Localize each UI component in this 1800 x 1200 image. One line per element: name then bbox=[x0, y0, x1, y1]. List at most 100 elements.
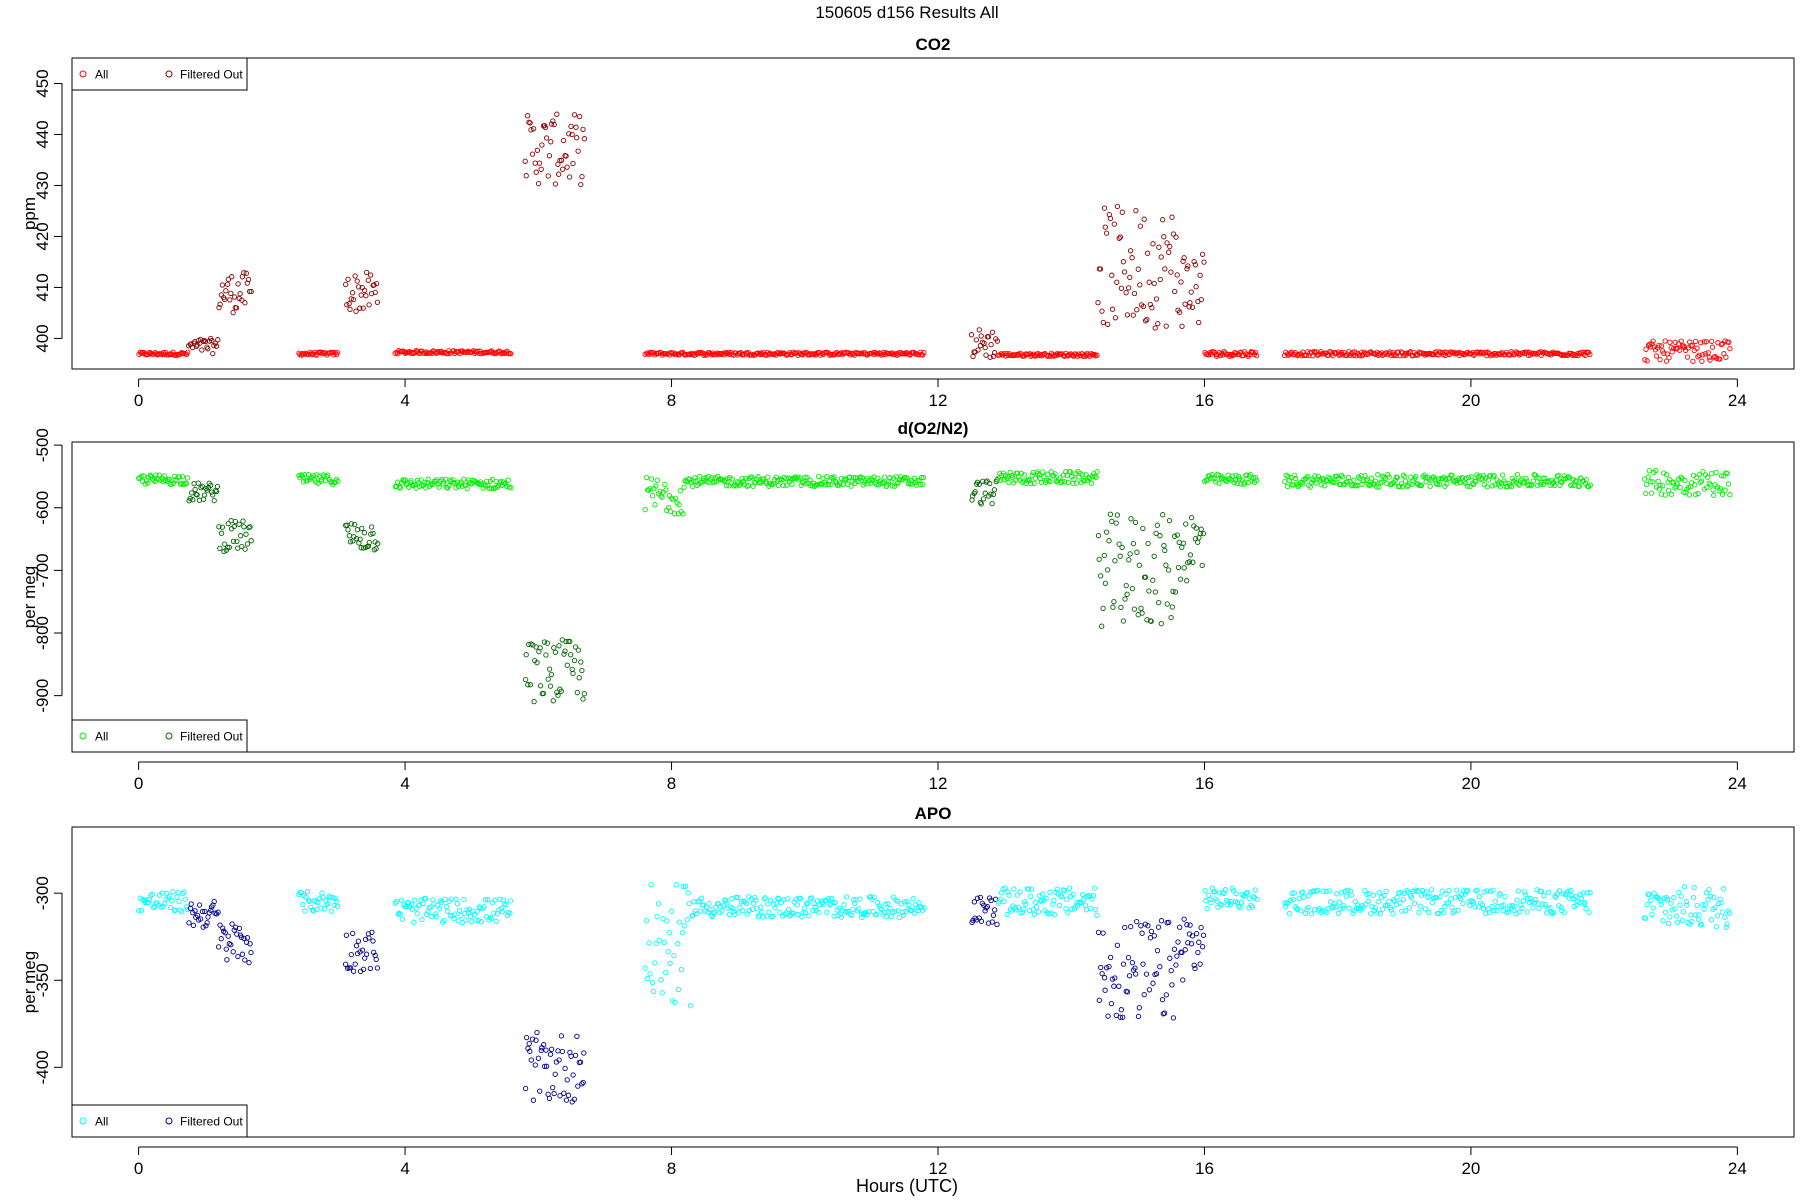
point-all bbox=[1710, 487, 1716, 493]
point-filtered-out bbox=[1157, 533, 1163, 539]
point-filtered-out bbox=[1184, 266, 1190, 272]
point-filtered-out bbox=[581, 1050, 587, 1056]
point-all bbox=[1253, 353, 1260, 359]
point-all bbox=[1434, 481, 1441, 488]
point-all bbox=[1248, 902, 1254, 909]
point-filtered-out bbox=[571, 112, 578, 118]
point-all bbox=[719, 908, 725, 914]
point-all bbox=[802, 474, 808, 480]
point-all bbox=[681, 484, 687, 490]
point-filtered-out bbox=[541, 639, 548, 645]
point-all bbox=[1532, 896, 1539, 903]
point-filtered-out bbox=[200, 924, 206, 930]
point-all bbox=[749, 474, 755, 480]
point-all bbox=[1497, 890, 1503, 897]
point-all bbox=[780, 482, 787, 488]
point-filtered-out bbox=[1188, 941, 1195, 947]
point-all bbox=[1252, 349, 1259, 356]
point-all bbox=[1662, 909, 1669, 915]
x-tick-label: 4 bbox=[400, 391, 409, 410]
point-all bbox=[453, 896, 459, 902]
point-all bbox=[1669, 907, 1675, 913]
point-all bbox=[826, 352, 833, 358]
point-all bbox=[397, 485, 404, 491]
x-axis-label: Hours (UTC) bbox=[856, 1176, 958, 1196]
legend-marker-filtered bbox=[165, 70, 173, 78]
point-all bbox=[642, 965, 648, 971]
point-all bbox=[1052, 471, 1058, 477]
panel-title: CO2 bbox=[916, 35, 951, 54]
point-filtered-out bbox=[229, 274, 235, 280]
point-all bbox=[1455, 350, 1461, 356]
point-all bbox=[1479, 476, 1486, 482]
point-filtered-out bbox=[569, 131, 575, 138]
point-filtered-out bbox=[1110, 604, 1116, 610]
point-all bbox=[1412, 352, 1419, 358]
point-all bbox=[1092, 473, 1098, 479]
x-tick-label: 20 bbox=[1461, 774, 1480, 793]
point-all bbox=[1584, 890, 1591, 896]
point-all bbox=[1539, 901, 1546, 907]
point-all bbox=[829, 474, 835, 481]
point-all bbox=[1088, 480, 1095, 486]
point-all bbox=[437, 349, 443, 355]
point-all bbox=[1536, 905, 1542, 912]
point-filtered-out bbox=[580, 696, 586, 702]
point-all bbox=[1079, 472, 1085, 478]
point-all bbox=[1520, 898, 1527, 904]
point-all bbox=[1029, 472, 1035, 478]
point-filtered-out bbox=[230, 309, 236, 316]
point-all bbox=[1583, 906, 1589, 912]
point-filtered-out bbox=[1187, 299, 1193, 306]
point-filtered-out bbox=[370, 530, 376, 537]
point-all bbox=[800, 910, 806, 916]
point-filtered-out bbox=[1143, 971, 1150, 977]
point-filtered-out bbox=[556, 171, 562, 177]
point-all bbox=[1354, 902, 1360, 908]
point-all bbox=[1495, 903, 1501, 910]
point-all bbox=[901, 899, 908, 905]
point-filtered-out bbox=[190, 922, 197, 929]
point-filtered-out bbox=[1153, 971, 1160, 977]
point-filtered-out bbox=[242, 300, 248, 306]
point-filtered-out bbox=[552, 1071, 558, 1077]
point-all bbox=[1709, 470, 1715, 477]
point-filtered-out bbox=[1157, 964, 1163, 970]
point-all bbox=[1485, 349, 1491, 355]
point-filtered-out bbox=[522, 158, 528, 164]
point-all bbox=[824, 473, 830, 480]
x-tick-label: 12 bbox=[929, 1159, 948, 1178]
point-all bbox=[493, 918, 500, 924]
point-all bbox=[1418, 482, 1425, 489]
point-filtered-out bbox=[239, 543, 245, 550]
point-all bbox=[1486, 909, 1493, 916]
point-filtered-out bbox=[1173, 962, 1179, 968]
point-filtered-out bbox=[977, 894, 984, 901]
point-filtered-out bbox=[212, 340, 219, 346]
point-all bbox=[397, 911, 404, 917]
point-all bbox=[1330, 904, 1336, 910]
point-all bbox=[1723, 354, 1729, 360]
point-filtered-out bbox=[366, 935, 372, 941]
point-all bbox=[1502, 893, 1508, 900]
point-all bbox=[878, 480, 884, 487]
point-filtered-out bbox=[1168, 967, 1174, 974]
point-all bbox=[1372, 905, 1379, 911]
point-all bbox=[1443, 891, 1449, 897]
point-all bbox=[1518, 902, 1524, 908]
point-all bbox=[1492, 898, 1498, 904]
point-all bbox=[428, 904, 434, 910]
point-all bbox=[418, 477, 424, 483]
point-all bbox=[731, 908, 737, 915]
point-all bbox=[1340, 905, 1346, 911]
point-filtered-out bbox=[1166, 249, 1172, 255]
point-all bbox=[646, 940, 652, 946]
point-all bbox=[692, 475, 698, 481]
point-all bbox=[1532, 472, 1539, 478]
legend: All Filtered Out bbox=[71, 57, 248, 91]
point-filtered-out bbox=[220, 925, 226, 931]
point-filtered-out bbox=[352, 273, 358, 279]
point-all bbox=[1038, 897, 1045, 904]
point-filtered-out bbox=[551, 1090, 557, 1097]
point-all bbox=[663, 969, 669, 976]
